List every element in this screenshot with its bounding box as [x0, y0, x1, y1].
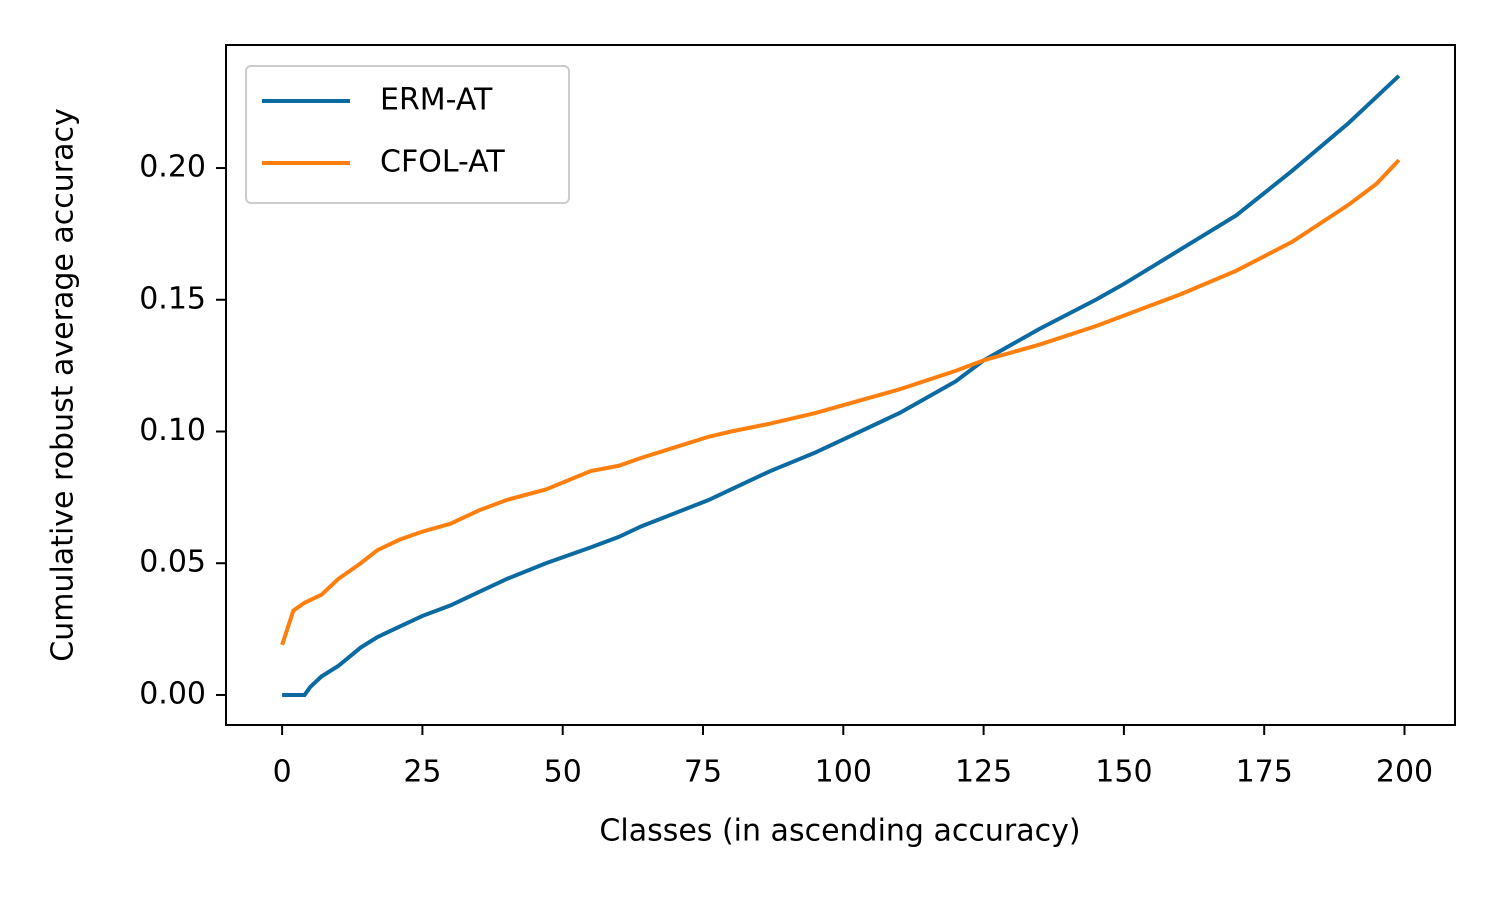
x-tick-label: 100	[815, 755, 872, 790]
data-line	[282, 74, 1401, 697]
x-tick-label: 175	[1236, 755, 1293, 790]
plot-frame	[225, 44, 1456, 726]
x-tick-label: 75	[684, 755, 722, 790]
x-tick-label: 50	[544, 755, 582, 790]
x-tick-label: 125	[955, 755, 1012, 790]
x-tick-label: 200	[1376, 755, 1433, 790]
y-tick-label: 0.20	[139, 150, 206, 185]
x-tick-label: 150	[1095, 755, 1152, 790]
y-tick-label: 0.00	[139, 676, 206, 711]
legend-label: CFOL-AT	[380, 145, 505, 180]
y-tick-label: 0.05	[139, 545, 206, 580]
legend-label: ERM-AT	[380, 83, 493, 118]
x-axis-label: Classes (in ascending accuracy)	[599, 814, 1080, 849]
y-axis-label: Cumulative robust average accuracy	[46, 108, 81, 661]
y-tick-label: 0.15	[139, 281, 206, 316]
x-tick-label: 0	[273, 755, 292, 790]
data-line	[280, 158, 1401, 646]
y-tick-label: 0.10	[139, 413, 206, 448]
x-tick-label: 25	[403, 755, 441, 790]
